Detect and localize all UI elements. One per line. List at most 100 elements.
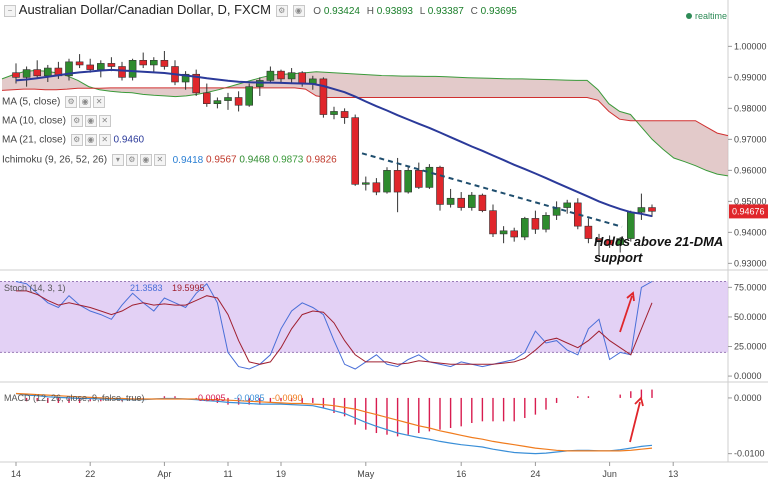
chart-title: Australian Dollar/Canadian Dollar, D, FX… <box>18 2 271 17</box>
ma21-line <box>15 68 653 218</box>
ohlc-value-o: 0.93424 <box>323 6 360 17</box>
x-tick-label: 13 <box>668 469 678 479</box>
settings-icon[interactable]: ⚙ <box>70 134 83 146</box>
candle-body <box>372 182 381 193</box>
last-price-label: 0.94676 <box>732 206 765 216</box>
stoch-label: Stoch (14, 3, 1) <box>4 283 66 293</box>
x-tick-label: Jun <box>602 469 617 479</box>
settings-icon[interactable]: ⚙ <box>275 5 288 18</box>
stoch-k-line <box>15 281 653 370</box>
annotation-line-2: support <box>594 250 643 265</box>
candle-body <box>404 170 413 193</box>
indicator-row-ma10[interactable]: MA (10, close) ⚙ ◉ ✕ <box>2 115 111 127</box>
settings-icon[interactable]: ⚙ <box>70 115 83 127</box>
candle-body <box>128 59 137 78</box>
candle-body <box>520 218 529 238</box>
realtime-label: realtime <box>695 11 728 21</box>
indicator-row-ichimoku[interactable]: Ichimoku (9, 26, 52, 26) ▾ ⚙ ◉ ✕ 0.9418 0.9… <box>2 154 337 166</box>
ichimoku-span-a-line <box>1 69 729 177</box>
ohlc-label-o: O <box>313 6 322 17</box>
candle-body <box>446 197 455 205</box>
macd-signal-line <box>15 392 653 452</box>
close-icon[interactable]: ✕ <box>153 154 166 166</box>
stoch-d-value: 19.5995 <box>172 283 205 293</box>
candle-body <box>277 70 285 80</box>
ichimoku-span-b-line <box>1 87 729 137</box>
candle-body <box>298 72 307 84</box>
price-tick-label: 0.94000 <box>734 227 767 237</box>
indicator-row-ma5[interactable]: MA (5, close) ⚙ ◉ ✕ <box>2 96 106 108</box>
candle-body <box>393 170 402 193</box>
ohlc-value-c: 0.93695 <box>480 6 517 17</box>
candle-body <box>234 97 243 106</box>
x-tick-label: 16 <box>456 469 466 479</box>
chevron-down-icon[interactable]: ▾ <box>111 154 124 166</box>
close-icon[interactable]: ✕ <box>98 134 111 146</box>
candle-body <box>75 61 84 66</box>
collapse-icon[interactable]: − <box>4 5 16 18</box>
ohlc-readout: O 0.93424 H 0.93893 L 0.93387 C 0.93695 <box>313 6 521 17</box>
macd-value-line: -0.0085 <box>234 393 265 403</box>
candle-body <box>563 202 572 208</box>
ohlc-value-l: 0.93387 <box>427 6 464 17</box>
stoch-tick-label: 25.0000 <box>734 342 767 352</box>
candle-body <box>266 70 275 81</box>
stoch-band <box>0 281 728 353</box>
macd-tick-label: -0.0100 <box>734 449 765 459</box>
x-tick-label: May <box>357 469 375 479</box>
candle-body <box>192 73 200 94</box>
macd-line <box>15 392 653 455</box>
settings-icon[interactable]: ⚙ <box>125 154 138 166</box>
candle-body <box>637 207 646 213</box>
ohlc-label-l: L <box>419 6 425 17</box>
candle-body <box>467 194 476 208</box>
ichimoku-span-a: 0.9873 <box>272 154 304 166</box>
macd-value-hist: 0.0005 <box>198 393 226 403</box>
candle-body <box>245 86 253 106</box>
settings-icon[interactable]: ⚙ <box>65 96 78 108</box>
price-tick-label: 1.00000 <box>734 41 767 51</box>
realtime-indicator: realtime <box>686 11 727 21</box>
candle-body <box>43 67 52 77</box>
stoch-d-line <box>16 290 653 365</box>
candle-body <box>33 69 42 77</box>
candle-body <box>139 59 147 66</box>
price-tick-label: 0.93000 <box>734 258 767 268</box>
annotation-line-1: Holds above 21-DMA <box>594 234 723 249</box>
eye-icon[interactable]: ◉ <box>84 115 97 127</box>
x-tick-label: Apr <box>157 469 171 479</box>
price-tick-label: 0.96000 <box>734 165 767 175</box>
candle-body <box>457 197 466 208</box>
x-tick-label: 14 <box>11 469 21 479</box>
candle-body <box>22 69 31 78</box>
x-tick-label: 11 <box>223 469 232 479</box>
candle-body <box>224 97 232 101</box>
candle-body <box>65 61 73 77</box>
eye-icon[interactable]: ◉ <box>292 5 305 18</box>
eye-icon[interactable]: ◉ <box>139 154 152 166</box>
stoch-arrow-icon <box>626 291 635 302</box>
x-tick-label: 22 <box>85 469 95 479</box>
candle-body <box>150 59 158 66</box>
candle-body <box>499 230 508 235</box>
candle-body <box>213 100 222 104</box>
ohlc-label-c: C <box>470 6 478 17</box>
candle-body <box>414 170 423 188</box>
x-tick-label: 24 <box>530 469 540 479</box>
indicator-row-ma21[interactable]: MA (21, close) ⚙ ◉ ✕ 0.9460 <box>2 134 144 146</box>
candle-body <box>489 210 497 235</box>
candle-body <box>605 239 614 246</box>
candle-body <box>118 66 126 78</box>
stoch-k-value: 21.3583 <box>130 283 163 293</box>
close-icon[interactable]: ✕ <box>98 115 111 127</box>
ohlc-value-h: 0.93893 <box>376 6 413 17</box>
indicator-label: MA (10, close) <box>2 115 66 127</box>
candle-body <box>330 111 338 115</box>
ohlc-label-h: H <box>366 6 375 17</box>
candle-body <box>425 166 434 188</box>
close-icon[interactable]: ✕ <box>93 96 106 108</box>
eye-icon[interactable]: ◉ <box>79 96 92 108</box>
candle-body <box>160 59 169 67</box>
eye-icon[interactable]: ◉ <box>84 134 97 146</box>
